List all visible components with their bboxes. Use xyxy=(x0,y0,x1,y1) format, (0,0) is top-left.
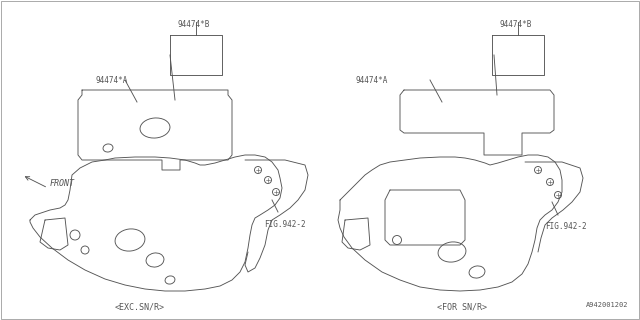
Text: 94474*B: 94474*B xyxy=(178,20,211,29)
Text: <EXC.SN/R>: <EXC.SN/R> xyxy=(115,303,165,312)
Text: FRONT: FRONT xyxy=(50,179,75,188)
Text: FIG.942-2: FIG.942-2 xyxy=(545,222,587,231)
Text: 94474*A: 94474*A xyxy=(355,76,387,85)
Text: <FOR SN/R>: <FOR SN/R> xyxy=(437,303,487,312)
Text: FIG.942-2: FIG.942-2 xyxy=(264,220,306,229)
Text: A942001202: A942001202 xyxy=(586,302,628,308)
Text: 94474*B: 94474*B xyxy=(500,20,532,29)
Text: 94474*A: 94474*A xyxy=(95,76,127,85)
